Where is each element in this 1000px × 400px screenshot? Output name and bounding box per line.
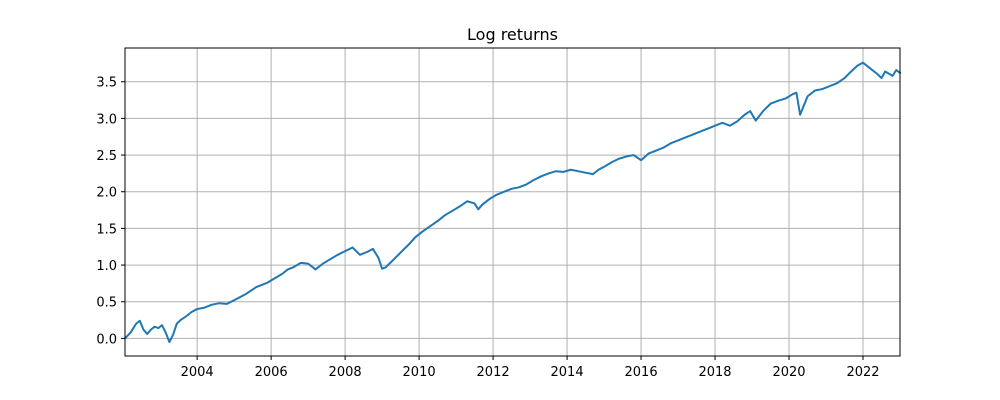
series-group bbox=[124, 61, 901, 344]
x-tick-label: 2018 bbox=[698, 365, 731, 380]
y-tick-label: 2.0 bbox=[96, 186, 117, 201]
x-tick-label: 2016 bbox=[625, 365, 658, 380]
x-tick-label: 2022 bbox=[846, 365, 879, 380]
x-tick-label: 2012 bbox=[477, 365, 510, 380]
y-axis-ticks: 0.0 0.5 1.0 1.5 2.0 2.5 3.0 3.5 bbox=[96, 76, 125, 347]
chart-title: Log returns bbox=[467, 25, 558, 44]
y-gridlines bbox=[125, 81, 900, 339]
y-tick-label: 3.0 bbox=[96, 112, 117, 127]
plot-frame bbox=[124, 47, 901, 357]
x-gridlines bbox=[196, 48, 864, 356]
x-tick-label: 2014 bbox=[551, 365, 584, 380]
y-tick-label: 3.5 bbox=[96, 76, 117, 91]
x-tick-label: 2006 bbox=[255, 365, 288, 380]
x-tick-label: 2020 bbox=[772, 365, 805, 380]
series-line bbox=[124, 61, 901, 344]
y-tick-label: 1.0 bbox=[96, 259, 117, 274]
y-tick-label: 1.5 bbox=[96, 222, 117, 237]
y-tick-label: 2.5 bbox=[96, 149, 117, 164]
x-tick-label: 2004 bbox=[181, 365, 214, 380]
x-tick-label: 2008 bbox=[329, 365, 362, 380]
x-axis-ticks: 2004 2006 2008 2010 2012 2014 2016 2018 2020 2022 bbox=[181, 356, 880, 380]
y-tick-label: 0.0 bbox=[96, 332, 117, 347]
y-tick-label: 0.5 bbox=[96, 296, 117, 311]
x-tick-label: 2010 bbox=[403, 365, 436, 380]
